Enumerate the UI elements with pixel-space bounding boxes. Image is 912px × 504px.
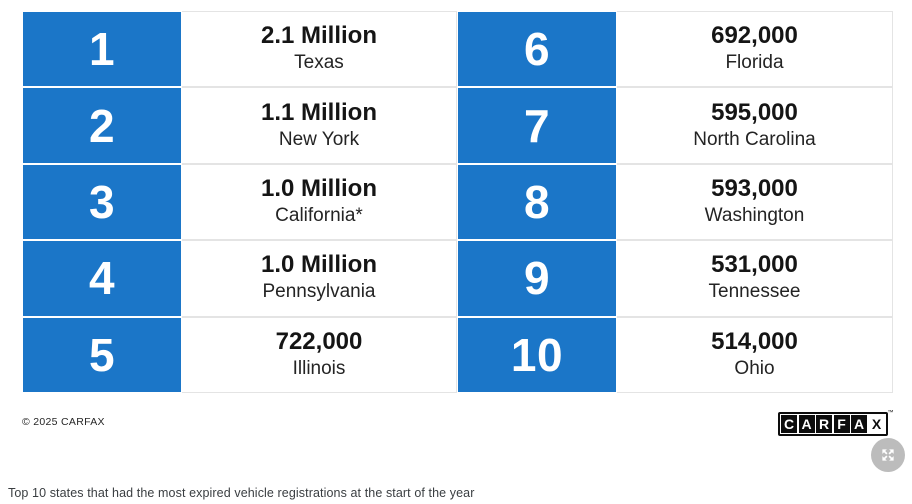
rank-cell: 4 [22,240,182,317]
value-cell: 514,000 Ohio [617,316,893,393]
state-name: New York [278,128,360,150]
state-name: California* [275,204,363,226]
expand-icon [879,446,897,464]
stat-value: 722,000 [275,327,363,355]
logo-letter-x: X [868,415,885,433]
value-cell: 722,000 Illinois [182,316,457,393]
stat-value: 2.1 Million [260,22,377,50]
stat-value: 1.1 Million [260,98,377,126]
rank-cell: 8 [457,163,617,241]
state-name: Illinois [292,357,346,379]
rank-cell: 9 [457,240,617,317]
value-cell: 1.0 Million California* [182,163,457,241]
state-name: Florida [725,52,784,74]
rank-cell: 3 [22,163,182,241]
logo-letter: A [798,415,815,433]
top10-table: 1 2.1 Million Texas 6 692,000 Florida 2 … [22,11,893,393]
carfax-logo: C A R F A X ™ [778,410,894,436]
value-cell: 1.0 Million Pennsylvania [182,240,457,317]
trademark-symbol: ™ [887,410,894,416]
stat-value: 595,000 [711,98,798,126]
rank-cell: 5 [22,316,182,393]
stat-value: 593,000 [711,174,798,202]
logo-letter: A [851,415,867,433]
rank-cell: 2 [22,87,182,164]
image-caption: Top 10 states that had the most expired … [8,486,475,500]
stat-value: 531,000 [711,251,798,279]
state-name: North Carolina [693,128,816,150]
state-name: Tennessee [708,281,801,303]
logo-letter: R [816,415,832,433]
state-name: Texas [294,52,344,74]
value-cell: 692,000 Florida [617,11,893,88]
rank-cell: 7 [457,87,617,164]
value-cell: 593,000 Washington [617,163,893,241]
stat-value: 514,000 [711,327,798,355]
value-cell: 2.1 Million Texas [182,11,457,88]
rank-cell: 6 [457,11,617,88]
state-name: Ohio [734,357,775,379]
value-cell: 1.1 Million New York [182,87,457,164]
copyright-text: © 2025 CARFAX [22,416,105,428]
rank-cell: 10 [457,316,617,393]
state-name: Washington [704,204,805,226]
state-name: Pennsylvania [262,281,376,303]
expand-button[interactable] [871,438,905,472]
logo-letter: F [833,415,850,433]
stat-value: 692,000 [711,22,798,50]
logo-letter: C [781,415,797,433]
stat-value: 1.0 Million [260,174,377,202]
rank-cell: 1 [22,11,182,88]
value-cell: 531,000 Tennessee [617,240,893,317]
stat-value: 1.0 Million [260,251,377,279]
value-cell: 595,000 North Carolina [617,87,893,164]
